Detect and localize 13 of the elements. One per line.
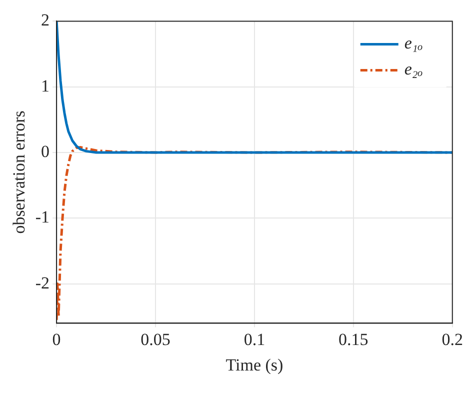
legend-label: e₂ₒ bbox=[404, 60, 423, 79]
y-axis-title: observation errors bbox=[10, 110, 29, 234]
x-tick-label: 0.15 bbox=[338, 330, 368, 349]
y-tick-label: -2 bbox=[35, 273, 50, 292]
y-tick-label: 1 bbox=[41, 76, 50, 96]
y-tick-label: 0 bbox=[41, 142, 50, 161]
legend-label: e₁ₒ bbox=[404, 34, 423, 53]
x-tick-label: 0.1 bbox=[244, 330, 266, 349]
x-tick-label: 0.2 bbox=[442, 330, 463, 349]
y-tick-label: 2 bbox=[41, 10, 50, 30]
y-tick-label: -1 bbox=[35, 208, 50, 227]
x-tick-label: 0.05 bbox=[140, 330, 170, 349]
x-axis-title: Time (s) bbox=[226, 355, 284, 374]
